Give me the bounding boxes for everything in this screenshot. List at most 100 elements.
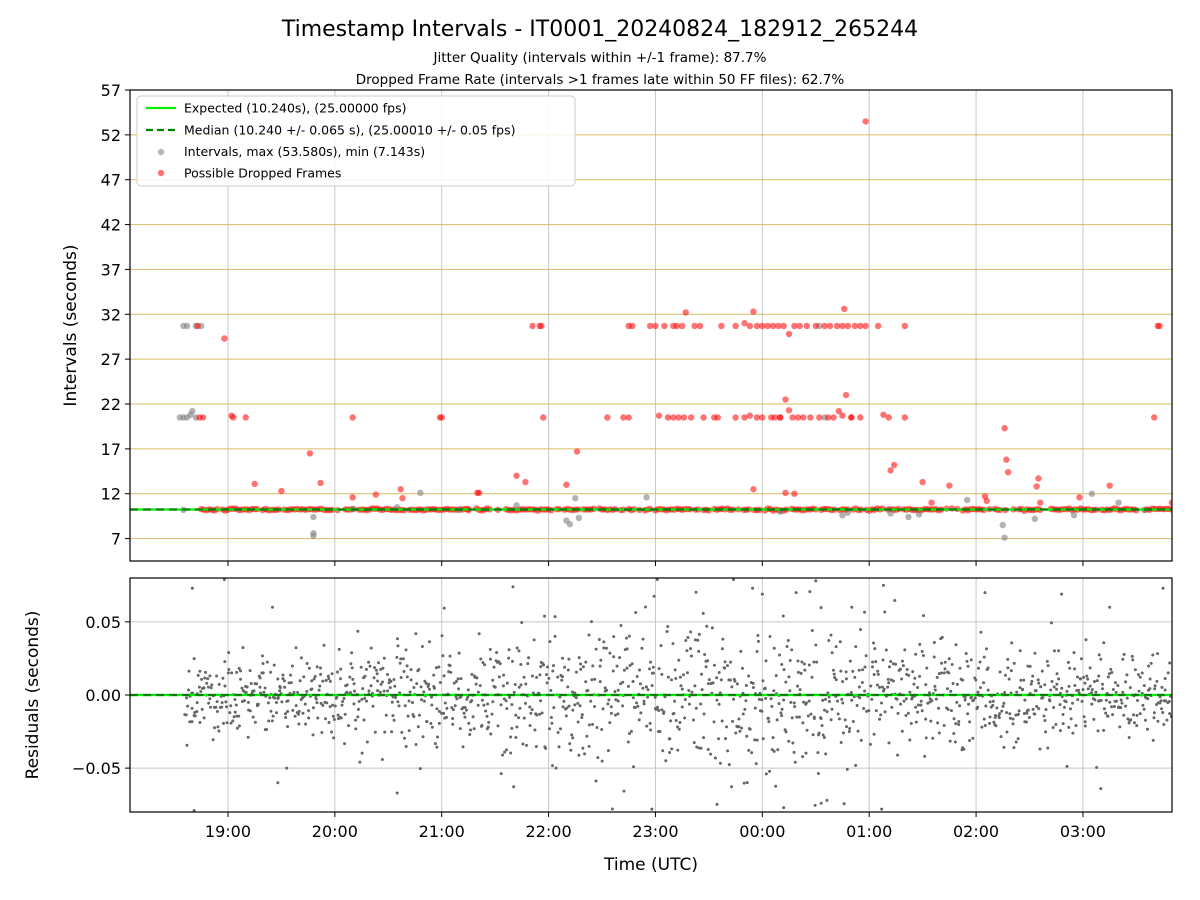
residual-point xyxy=(448,664,452,668)
residual-point xyxy=(871,665,875,669)
residual-point xyxy=(537,691,541,695)
residual-point xyxy=(427,682,431,686)
residual-point xyxy=(484,709,488,713)
residual-point xyxy=(356,707,360,711)
residual-point xyxy=(497,675,501,679)
residual-point xyxy=(199,689,203,693)
residual-point xyxy=(356,629,360,633)
residual-point xyxy=(855,703,859,707)
residual-point xyxy=(231,719,235,723)
residual-point xyxy=(1125,696,1129,700)
residual-point xyxy=(551,664,555,668)
dropped-frame-point xyxy=(759,322,766,330)
dropped-frame-point xyxy=(529,322,536,330)
residual-point xyxy=(320,731,324,735)
residual-point xyxy=(375,672,379,676)
dropped-frame-point xyxy=(746,412,754,419)
residual-point xyxy=(1058,703,1062,707)
residual-point xyxy=(594,779,598,783)
residual-point xyxy=(528,705,532,709)
residual-point xyxy=(372,676,376,680)
residual-point xyxy=(578,704,582,708)
residual-point xyxy=(677,727,681,731)
residual-point xyxy=(305,661,309,665)
residual-point xyxy=(261,671,265,675)
residual-point xyxy=(1045,659,1049,663)
residual-point xyxy=(674,677,678,681)
residual-point xyxy=(638,682,642,686)
residual-point xyxy=(574,696,578,700)
residual-point xyxy=(809,712,813,716)
dropped-frame-point xyxy=(680,414,688,421)
residual-point xyxy=(671,642,675,646)
residual-point xyxy=(817,731,821,735)
residual-point xyxy=(1166,671,1170,675)
dropped-frame-point xyxy=(670,414,677,421)
residual-point xyxy=(739,649,743,653)
residual-point xyxy=(477,632,481,636)
residual-point xyxy=(1031,707,1035,711)
residual-point xyxy=(255,682,259,686)
residual-point xyxy=(872,673,876,677)
residual-point xyxy=(587,723,591,727)
residual-point xyxy=(1014,740,1018,744)
residual-point xyxy=(1046,746,1050,750)
residual-point xyxy=(458,727,462,731)
residual-point xyxy=(403,704,407,708)
residual-point xyxy=(187,688,191,692)
residual-point xyxy=(491,678,495,682)
dropped-frame-point xyxy=(901,414,909,421)
residual-point xyxy=(390,700,394,704)
residual-point xyxy=(1079,657,1083,661)
residual-point xyxy=(294,704,298,708)
intervals-ytick-label: 57 xyxy=(101,81,121,100)
dropped-frame-point xyxy=(1150,414,1158,421)
residual-point xyxy=(1080,699,1084,703)
residual-point xyxy=(233,710,237,714)
residual-point xyxy=(706,682,710,686)
residual-point xyxy=(740,666,744,670)
residual-point xyxy=(896,753,900,757)
dropped-frame-point xyxy=(696,322,704,330)
residual-point xyxy=(502,673,506,677)
residual-point xyxy=(216,725,220,729)
residual-point xyxy=(545,681,549,685)
dropped-frame-point xyxy=(825,414,832,421)
residual-point xyxy=(863,665,867,669)
residual-point xyxy=(788,689,792,693)
residual-point xyxy=(429,722,433,726)
residual-point xyxy=(801,755,805,759)
residual-point xyxy=(327,720,331,724)
legend-intervals-label: Intervals, max (53.580s), min (7.143s) xyxy=(184,144,425,159)
residual-point xyxy=(276,781,280,785)
residual-point xyxy=(1102,707,1106,711)
residual-point xyxy=(936,721,940,725)
residual-point xyxy=(1044,708,1048,712)
residual-point xyxy=(966,712,970,716)
residual-point xyxy=(723,660,727,664)
residual-point xyxy=(613,690,617,694)
residual-point xyxy=(963,698,967,702)
residual-point xyxy=(912,682,916,686)
residual-point xyxy=(442,606,446,610)
dropped-frame-point xyxy=(522,478,529,486)
residual-point xyxy=(926,701,930,705)
residual-point xyxy=(612,655,616,659)
residual-point xyxy=(857,685,861,689)
residual-point xyxy=(273,696,277,700)
residual-point xyxy=(1122,652,1126,656)
residual-point xyxy=(325,701,329,705)
dropped-frame-point xyxy=(242,414,249,421)
residual-point xyxy=(282,679,286,683)
residual-point xyxy=(392,678,396,682)
residual-point xyxy=(832,672,836,676)
residuals-y-axis-label: Residuals (seconds) xyxy=(23,611,43,780)
residual-point xyxy=(677,658,681,662)
dropped-frame-point xyxy=(812,322,819,330)
residual-point xyxy=(311,706,315,710)
residual-point xyxy=(717,737,721,741)
residual-point xyxy=(1102,641,1106,645)
residual-point xyxy=(580,716,584,720)
residual-point xyxy=(763,686,767,690)
